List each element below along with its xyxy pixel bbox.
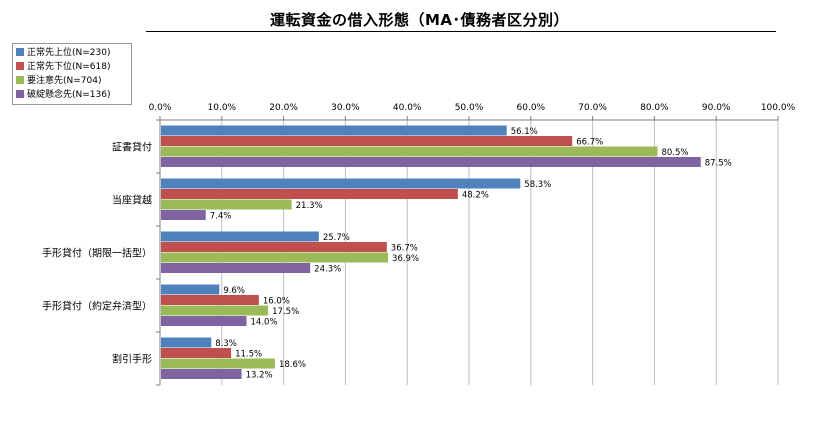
x-tick-label: 80.0%	[640, 103, 669, 113]
data-label: 48.2%	[462, 191, 489, 201]
bar	[161, 337, 212, 348]
x-tick-label: 30.0%	[331, 103, 360, 113]
legend-label: 正常先上位(N=230)	[27, 48, 111, 58]
data-label: 36.7%	[391, 244, 418, 254]
legend-label: 正常先下位(N=618)	[27, 62, 111, 72]
data-label: 16.0%	[263, 297, 290, 307]
bar	[161, 252, 389, 263]
chart-legend: 正常先上位(N=230) 正常先下位(N=618) 要注意先(N=704) 破綻…	[12, 43, 132, 105]
data-label: 21.3%	[296, 201, 323, 211]
legend-label: 要注意先(N=704)	[27, 76, 102, 86]
category-label: 当座貸越	[112, 194, 152, 207]
data-label: 36.9%	[392, 254, 419, 264]
bar	[161, 369, 242, 379]
x-tick-label: 50.0%	[455, 103, 484, 113]
legend-item: 要注意先(N=704)	[16, 74, 101, 88]
data-label: 7.4%	[210, 212, 232, 222]
x-tick-label: 40.0%	[393, 103, 422, 113]
chart-title: 運転資金の借入形態（MA･債務者区分別）	[269, 11, 570, 29]
legend-swatch	[16, 75, 24, 84]
legend-swatch	[16, 47, 24, 56]
bar	[161, 199, 292, 210]
bar	[161, 358, 275, 369]
data-label: 11.5%	[235, 350, 262, 360]
bar	[161, 295, 259, 305]
x-tick-label: 20.0%	[269, 103, 298, 113]
x-tick-label: 0.0%	[149, 103, 172, 113]
legend-item: 破綻懸念先(N=136)	[16, 88, 110, 102]
legend-swatch	[16, 89, 24, 98]
category-label: 割引手形	[112, 353, 152, 366]
bar	[161, 146, 658, 157]
bar	[161, 189, 458, 199]
x-tick-label: 60.0%	[517, 103, 546, 113]
x-tick-label: 10.0%	[208, 103, 237, 113]
bar	[161, 348, 232, 358]
bar	[161, 136, 573, 146]
data-label: 56.1%	[511, 127, 538, 137]
category-label: 手形貸付（約定弁済型）	[42, 300, 152, 313]
category-label: 証書貸付	[112, 141, 152, 154]
bar	[161, 284, 220, 295]
bar	[161, 125, 507, 136]
bar	[161, 316, 247, 326]
data-label: 18.6%	[279, 360, 306, 370]
bar	[161, 231, 319, 242]
data-label: 66.7%	[576, 138, 603, 148]
data-label: 8.3%	[215, 339, 237, 349]
data-label: 80.5%	[661, 148, 688, 158]
data-label: 58.3%	[524, 180, 551, 190]
title-underline	[146, 31, 776, 32]
bar	[161, 263, 311, 273]
legend-swatch	[16, 61, 24, 70]
legend-item: 正常先下位(N=618)	[16, 60, 110, 74]
data-label: 17.5%	[272, 307, 299, 317]
legend-item: 正常先上位(N=230)	[16, 46, 110, 60]
data-label: 24.3%	[314, 265, 341, 275]
bar	[161, 157, 701, 167]
x-tick-label: 100.0%	[761, 103, 796, 113]
data-label: 9.6%	[223, 286, 245, 296]
bar	[161, 178, 521, 189]
bar	[161, 210, 206, 220]
category-label: 手形貸付（期限一括型）	[42, 247, 152, 260]
data-label: 25.7%	[323, 233, 350, 243]
x-tick-label: 70.0%	[578, 103, 607, 113]
bar	[161, 305, 269, 316]
data-label: 13.2%	[246, 371, 273, 381]
legend-label: 破綻懸念先(N=136)	[27, 90, 111, 100]
x-tick-label: 90.0%	[702, 103, 731, 113]
data-label: 87.5%	[705, 159, 732, 169]
data-label: 14.0%	[251, 318, 278, 328]
bar	[161, 242, 387, 252]
